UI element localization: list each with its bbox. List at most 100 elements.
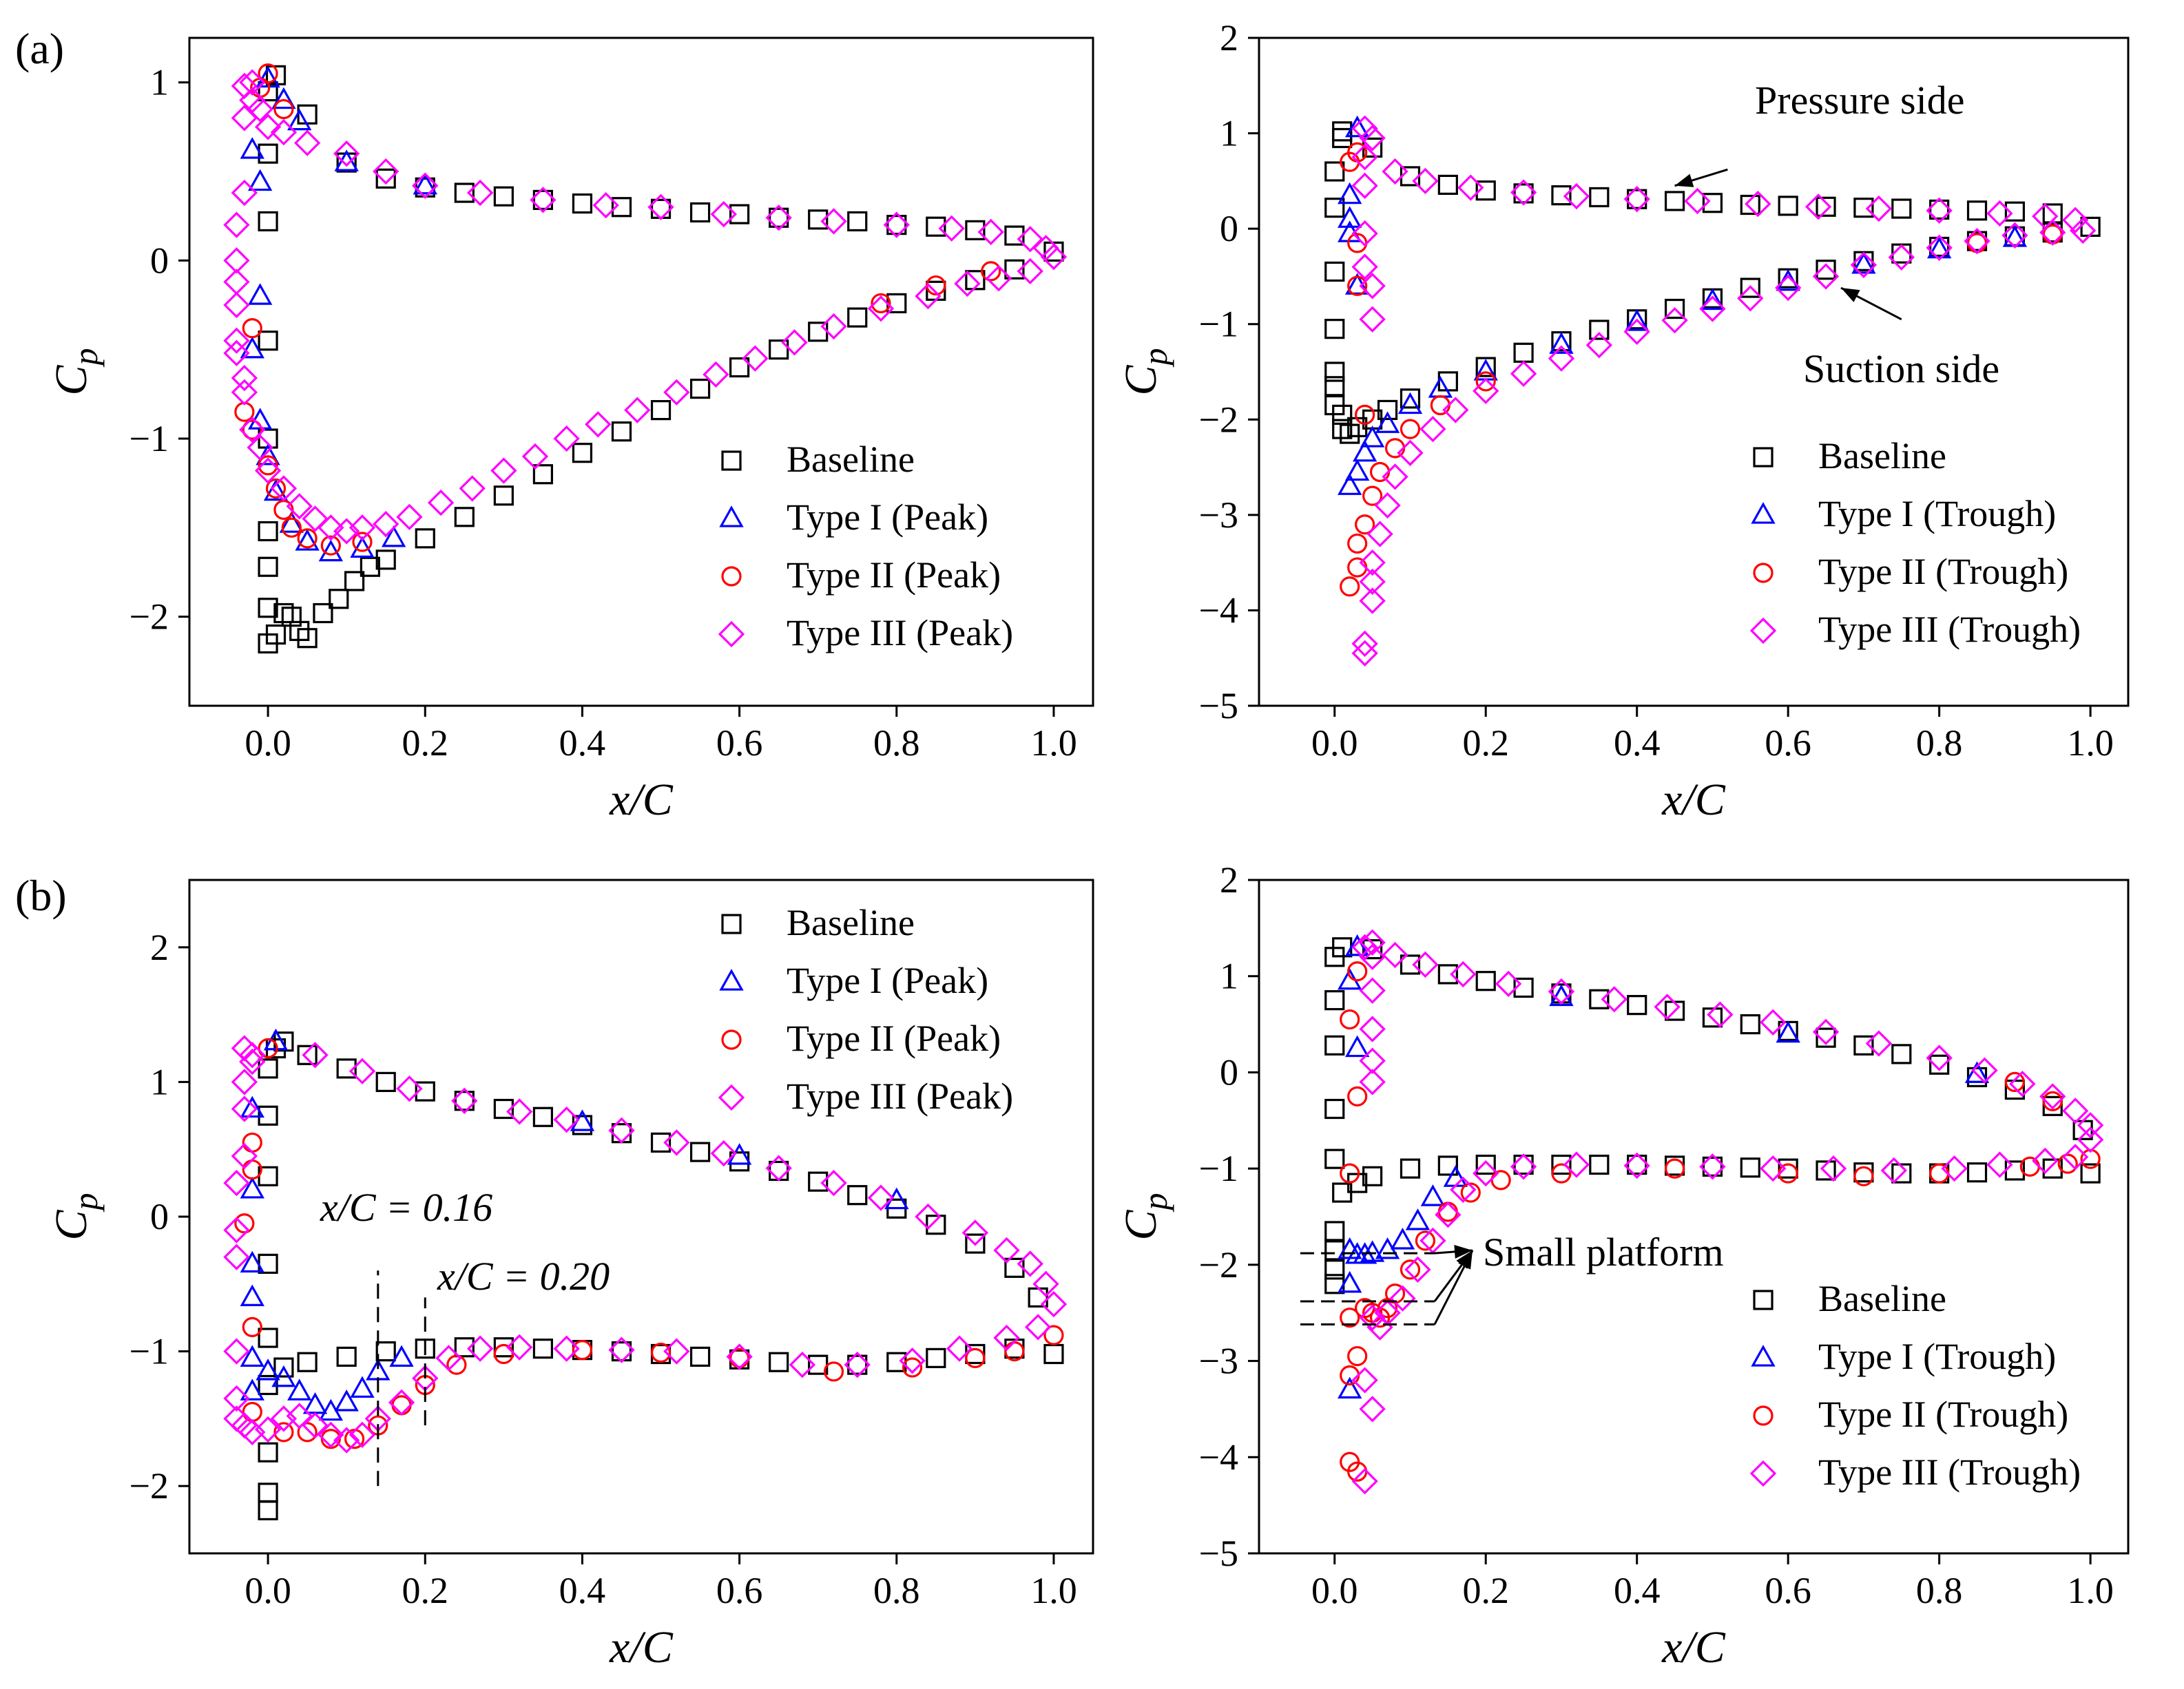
data-point (1340, 1009, 1360, 1030)
data-point (1737, 285, 1764, 312)
x-tick-label: 0.6 (716, 1570, 763, 1611)
data-point (1443, 1165, 1468, 1187)
data-point (459, 475, 486, 502)
data-point (1851, 251, 1876, 274)
data-point (446, 1354, 467, 1375)
series-diamond (223, 1035, 1068, 1454)
legend-label: Type II (Trough) (1818, 551, 2068, 592)
legend-marker (1749, 1460, 1777, 1487)
data-point (1017, 1250, 1043, 1277)
data-point (1340, 576, 1360, 597)
data-point (1664, 1158, 1685, 1179)
data-point (1435, 1202, 1462, 1228)
data-point (1437, 1202, 1458, 1222)
data-point (2032, 202, 2059, 230)
data-point (532, 1339, 553, 1359)
x-tick-label: 0.0 (245, 722, 291, 764)
data-point (1382, 463, 1408, 490)
data-point (847, 1354, 868, 1375)
data-point (1359, 929, 1386, 956)
data-point (239, 1042, 266, 1069)
x-axis-label: x/C (1661, 1622, 1726, 1672)
data-point (1589, 989, 1610, 1009)
data-point (297, 1045, 318, 1065)
annotation-xc-020: x/C = 0.20 (437, 1254, 610, 1299)
legend-marker (718, 620, 745, 648)
data-point (1740, 194, 1760, 216)
data-point (1355, 514, 1375, 535)
data-point (239, 1418, 266, 1446)
data-point (781, 329, 808, 356)
data-point (1351, 934, 1378, 961)
data-point (247, 169, 273, 191)
data-point (608, 1117, 635, 1144)
data-point (265, 478, 287, 499)
data-point (231, 1142, 258, 1170)
data-point (240, 1345, 264, 1367)
legend-label: Type II (Peak) (787, 554, 1001, 596)
data-point (1684, 187, 1711, 215)
legend-label: Type I (Peak) (787, 960, 988, 1001)
data-point (396, 503, 423, 530)
data-point (820, 1169, 847, 1197)
data-point (350, 536, 375, 558)
data-point (1324, 319, 1345, 339)
data-point (234, 1213, 255, 1234)
data-point (490, 457, 517, 484)
data-point (1347, 961, 1368, 982)
data-point (650, 1342, 672, 1363)
data-point (286, 1403, 313, 1429)
data-point (240, 336, 264, 359)
data-point (1374, 492, 1401, 519)
data-point (1654, 994, 1681, 1020)
data-point (2077, 1112, 2104, 1139)
data-point (258, 1500, 278, 1521)
legend-marker (719, 969, 744, 991)
series-diamond (223, 69, 1068, 545)
x-tick-label: 1.0 (2067, 722, 2114, 764)
data-point (287, 1378, 312, 1400)
data-point (1362, 1166, 1383, 1186)
data-point (1971, 1057, 1998, 1084)
data-point (1510, 360, 1537, 387)
data-point (239, 69, 266, 96)
data-point (993, 1324, 1020, 1352)
data-point (1028, 1287, 1048, 1308)
legend-label: Baseline (1818, 1278, 1946, 1319)
data-point (1812, 263, 1840, 290)
series-diamond (1351, 115, 2097, 667)
data-point (985, 265, 1012, 292)
data-point (867, 295, 895, 322)
data-point (1551, 185, 1572, 206)
data-point (1926, 1045, 1953, 1071)
data-point (808, 209, 829, 230)
data-point (1460, 1182, 1481, 1203)
data-point (532, 1106, 553, 1127)
data-point (611, 1123, 632, 1144)
axes-frame (1258, 879, 2130, 1555)
data-point (1966, 1067, 1988, 1088)
x-tick-label: 0.6 (1765, 722, 1811, 764)
x-tick-label: 0.8 (1916, 722, 1963, 764)
data-point (271, 1365, 296, 1387)
data-point (240, 137, 264, 159)
data-point (1338, 182, 1362, 204)
data-point (1338, 1376, 1362, 1399)
data-point (1359, 125, 1386, 151)
data-point (1457, 174, 1484, 201)
data-point (313, 602, 333, 624)
y-axis-label: Cp (1116, 348, 1174, 395)
data-point (493, 485, 514, 506)
data-point (765, 1155, 792, 1182)
data-point (961, 1219, 989, 1246)
legend-label: Baseline (787, 439, 915, 480)
series-circle (1340, 142, 2063, 597)
data-point (435, 1345, 462, 1372)
series-square (1324, 937, 2101, 1294)
data-point (1359, 943, 1386, 970)
data-point (1359, 1304, 1386, 1331)
y-tick-label: −1 (129, 1331, 169, 1372)
data-point (1405, 1208, 1431, 1230)
data-point (1627, 189, 1647, 209)
data-point (2039, 1083, 2066, 1110)
